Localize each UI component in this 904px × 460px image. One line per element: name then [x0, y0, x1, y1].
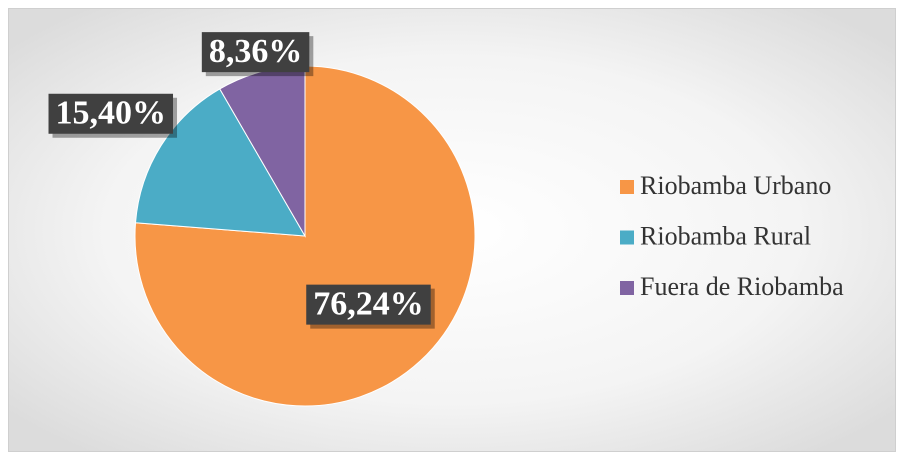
data-label-box — [48, 93, 174, 134]
legend-swatch — [620, 281, 634, 295]
data-labels: 76,24% 15,40% 8,36% — [48, 32, 435, 329]
data-label: 8,36% — [209, 33, 303, 70]
pie-slice — [134, 88, 306, 237]
pie — [134, 65, 476, 407]
legend-swatch — [620, 230, 634, 245]
legend-label: Riobamba Urbano — [640, 171, 831, 200]
data-label-box — [201, 32, 310, 73]
legend-label: Fuera de Riobamba — [640, 272, 844, 301]
data-label: 76,24% — [313, 285, 424, 322]
data-label-box — [306, 284, 431, 325]
data-label: 15,40% — [56, 95, 167, 132]
legend-swatch — [620, 180, 634, 194]
legend: Riobamba Urbano Riobamba Rural Fuera de Ri… — [620, 171, 844, 301]
legend-label: Riobamba Rural — [640, 221, 811, 250]
